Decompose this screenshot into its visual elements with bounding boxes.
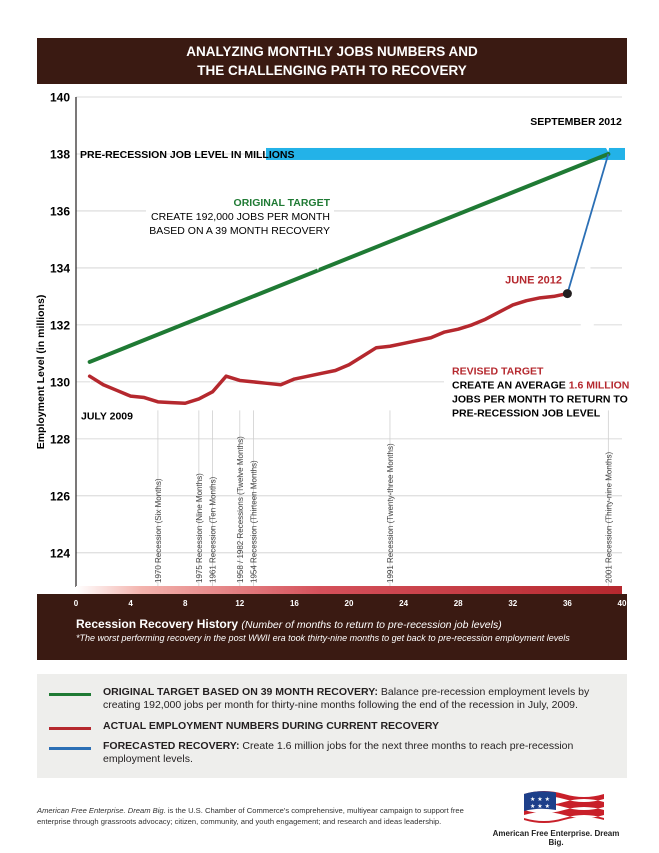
- y-tick-label: 132: [50, 318, 70, 332]
- legend-actual-bold: ACTUAL EMPLOYMENT NUMBERS DURING CURRENT…: [103, 720, 440, 732]
- y-tick-label: 124: [50, 546, 70, 560]
- x-tick-label: 24: [399, 599, 408, 608]
- series-forecast: [566, 153, 610, 294]
- flag-icon: ★ ★ ★ ★ ★ ★: [524, 791, 604, 823]
- original-target-line2: BASED ON A 39 MONTH RECOVERY: [149, 225, 330, 237]
- legend-swatch-actual: [49, 727, 91, 730]
- legend-item-actual: ACTUAL EMPLOYMENT NUMBERS DURING CURRENT…: [49, 720, 623, 733]
- recession-label: 1991 Recession (Twenty-three Months): [386, 443, 395, 583]
- x-tick-label: 4: [128, 599, 133, 608]
- recession-label: 1975 Recession (Nine Months): [195, 473, 204, 583]
- footer-body: is the U.S. Chamber of Commerce's compre…: [37, 806, 464, 826]
- plot-background: [76, 97, 622, 587]
- svg-text:★ ★ ★: ★ ★ ★: [530, 803, 550, 810]
- revised-target-line2: JOBS PER MONTH TO RETURN TO: [452, 393, 628, 405]
- y-tick-label: 128: [50, 432, 70, 446]
- x-tick-label: 36: [563, 599, 572, 608]
- recession-label: 1970 Recession (Six Months): [154, 478, 163, 583]
- x-tick-label: 28: [454, 599, 463, 608]
- chart-area: 124 126 128 130 132 134 136 138 140 1970 Recessio…: [0, 84, 659, 664]
- y-tick-label: 138: [50, 147, 70, 161]
- y-tick-label: 136: [50, 204, 70, 218]
- y-tick-label: 134: [50, 261, 70, 275]
- legend-item-original: ORIGINAL TARGET BASED ON 39 MONTH RECOVE…: [49, 686, 623, 712]
- revised-target-line3: PRE-RECESSION JOB LEVEL: [452, 407, 601, 419]
- july-2009-pointer: [84, 380, 96, 408]
- logo: ★ ★ ★ ★ ★ ★ American Free Enterprise. Dr…: [486, 786, 626, 847]
- logo-text: American Free Enterprise. Dream Big.: [492, 829, 620, 847]
- x-tick-label: 40: [618, 599, 627, 608]
- title-line-1: ANALYZING MONTHLY JOBS NUMBERS AND: [186, 44, 478, 59]
- original-target-title: ORIGINAL TARGET: [234, 197, 331, 209]
- legend-forecast-bold: FORECASTED RECOVERY:: [103, 740, 240, 752]
- x-tick-label: 0: [74, 599, 79, 608]
- footer-text: American Free Enterprise. Dream Big. is …: [37, 805, 487, 827]
- legend-original-text: Balance pre-recession employment levels …: [103, 686, 590, 711]
- revised-target-pointer: [578, 225, 596, 364]
- title-line-2: THE CHALLENGING PATH TO RECOVERY: [197, 63, 467, 78]
- x-axis-label-note: (Number of months to return to pre-reces…: [241, 619, 501, 631]
- recession-label: 1958 / 1982 Recessions (Twelve Months): [236, 436, 245, 583]
- x-axis-bar: [37, 594, 627, 660]
- y-tick-label: 140: [50, 91, 70, 105]
- target-level-label: PRE-RECESSION JOB LEVEL IN MILLIONS: [80, 149, 295, 161]
- target-level-bar: [266, 147, 625, 160]
- sept-2012-label: SEPTEMBER 2012: [530, 116, 622, 128]
- y-axis-label: Employment Level (in millions): [35, 295, 47, 450]
- july-2009-label: JULY 2009: [81, 411, 133, 423]
- june-2012-marker: [562, 289, 572, 299]
- recession-label: 2001 Recession (Thirty-nine Months): [604, 451, 613, 583]
- x-axis-band: [76, 586, 622, 594]
- legend-item-forecast: FORECASTED RECOVERY: Create 1.6 million …: [49, 740, 623, 766]
- july-2009-box: [78, 407, 136, 424]
- x-axis-footnote: *The worst performing recovery in the po…: [76, 633, 570, 643]
- svg-text:★ ★ ★: ★ ★ ★: [530, 796, 550, 803]
- revised-target-box: [444, 363, 604, 426]
- recession-label: 1961 Recession (Ten Months): [209, 476, 218, 583]
- x-tick-label: 16: [290, 599, 299, 608]
- original-target-pointer: [306, 239, 326, 271]
- legend-original-bold: ORIGINAL TARGET BASED ON 39 MONTH RECOVE…: [103, 686, 378, 698]
- x-axis-label: Recession Recovery History (Number of mo…: [76, 617, 502, 631]
- revised-target-line1-b: 1.6 MILLION: [569, 379, 630, 391]
- series-actual: [87, 291, 570, 405]
- revised-target-title: REVISED TARGET: [452, 365, 544, 377]
- legend-swatch-forecast: [49, 747, 91, 750]
- x-tick-label: 20: [345, 599, 354, 608]
- x-tick-label: 32: [508, 599, 517, 608]
- x-tick-label: 8: [183, 599, 188, 608]
- recession-label: 1954 Recession (Thirteen Months): [249, 460, 258, 583]
- original-target-line1: CREATE 192,000 JOBS PER MONTH: [151, 211, 330, 223]
- y-tick-label: 126: [50, 489, 70, 503]
- revised-target-line1-a: CREATE AN AVERAGE: [452, 379, 569, 391]
- x-axis-label-main: Recession Recovery History: [76, 617, 241, 631]
- legend-swatch-original: [49, 693, 91, 696]
- series-original-target: [87, 151, 611, 364]
- y-tick-label: 130: [50, 375, 70, 389]
- legend: ORIGINAL TARGET BASED ON 39 MONTH RECOVE…: [37, 674, 627, 778]
- footer-brand: American Free Enterprise. Dream Big.: [37, 806, 166, 815]
- sept-2012-box: [530, 111, 622, 131]
- chart-header: ANALYZING MONTHLY JOBS NUMBERS AND THE C…: [37, 38, 627, 84]
- x-tick-label: 12: [235, 599, 244, 608]
- june-2012-label: JUNE 2012: [505, 275, 562, 287]
- original-target-box: [146, 193, 334, 240]
- revised-target-line1: CREATE AN AVERAGE 1.6 MILLION: [452, 379, 629, 391]
- legend-forecast-text: Create 1.6 million jobs for the next thr…: [103, 740, 574, 765]
- sept-2012-pointer: [596, 131, 612, 152]
